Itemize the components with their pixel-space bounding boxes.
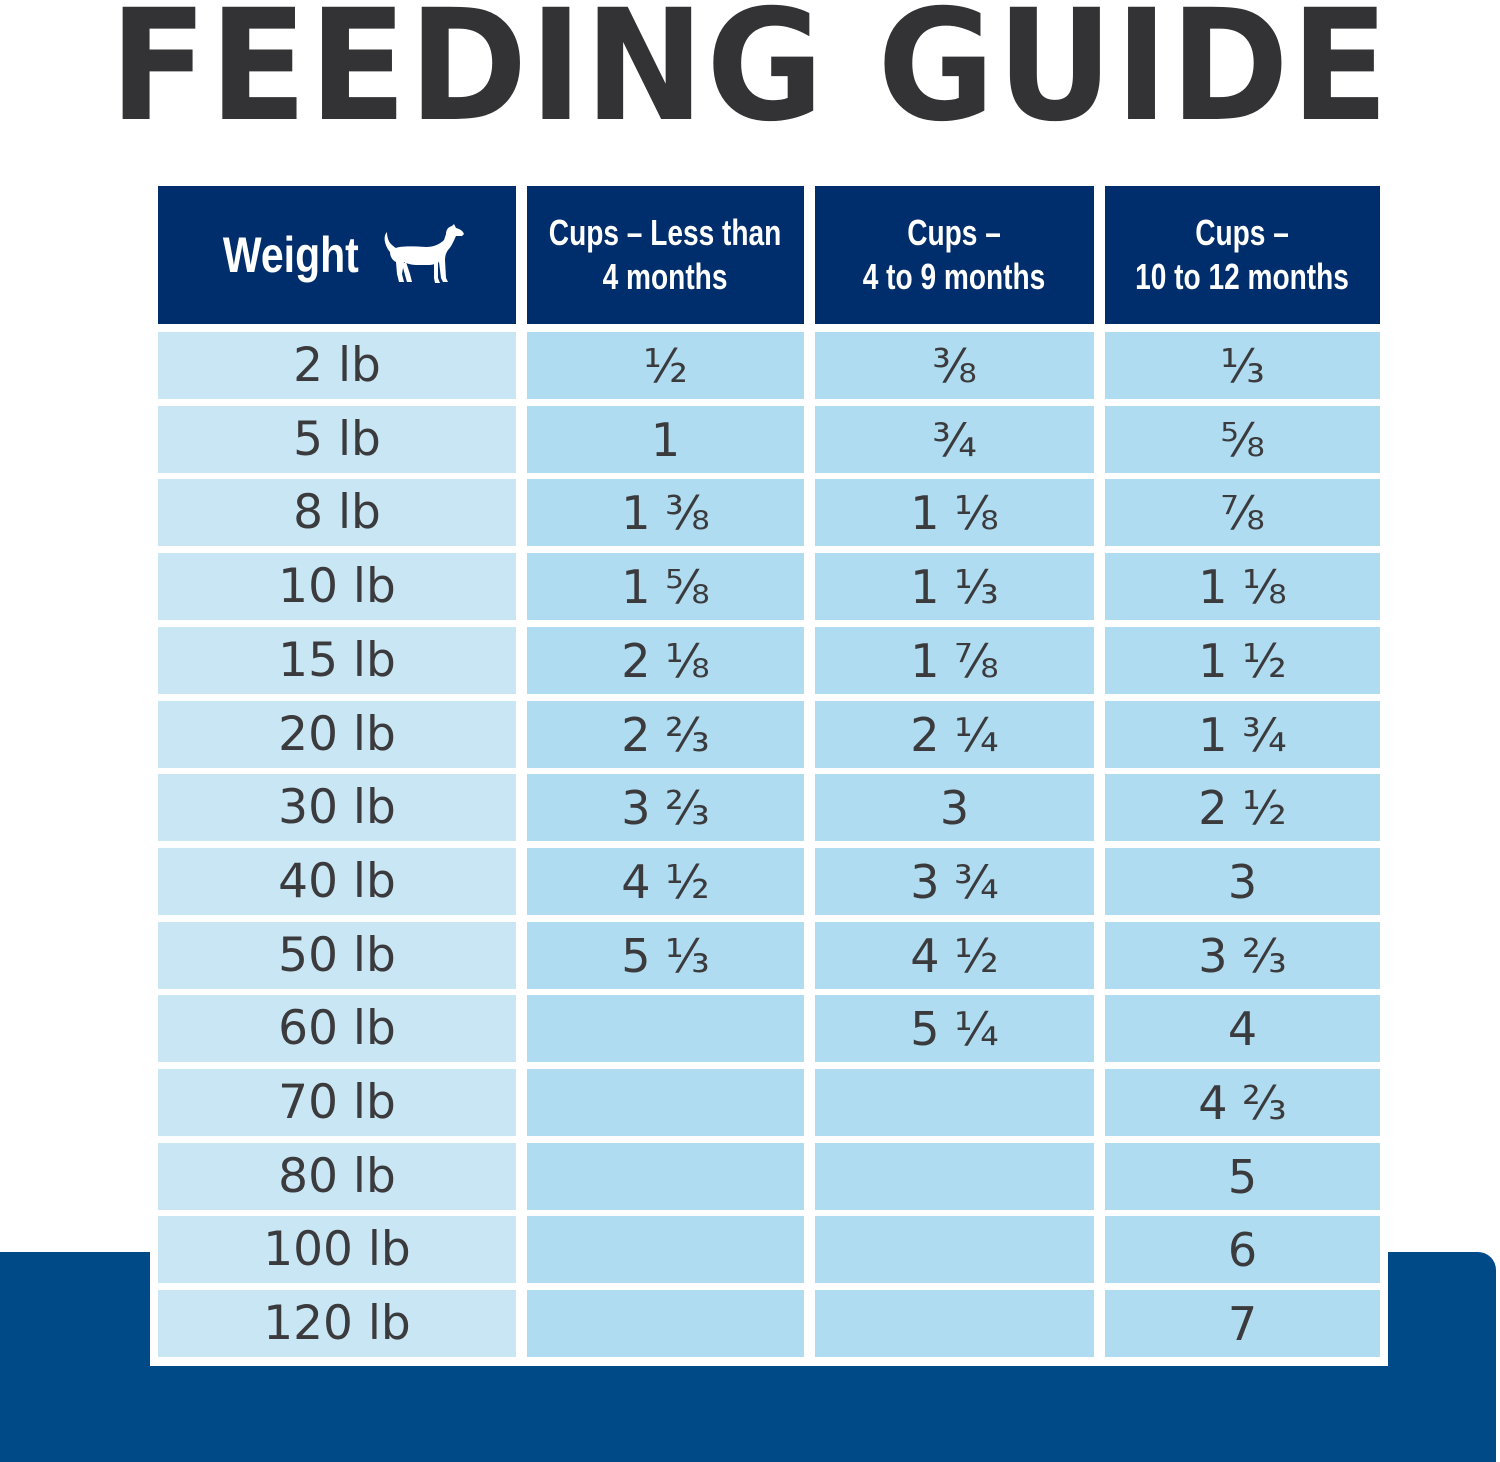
cell-weight: 20 lb — [158, 701, 516, 768]
cell-cups-10-to-12-months: 3 — [1105, 848, 1380, 915]
header-col3-line1: Cups – — [1195, 212, 1290, 253]
cell-cups-less-than-4-months: 3 ⅔ — [527, 774, 804, 841]
cell-cups-10-to-12-months: 4 ⅔ — [1105, 1069, 1380, 1136]
cell-cups-10-to-12-months: 1 ⅛ — [1105, 553, 1380, 620]
page-title: FEEDING GUIDE — [109, 0, 1391, 156]
dog-icon — [384, 224, 464, 283]
cell-cups-10-to-12-months: 5 — [1105, 1143, 1380, 1210]
cell-weight: 60 lb — [158, 995, 516, 1062]
cell-cups-10-to-12-months: 4 — [1105, 995, 1380, 1062]
cell-cups-10-to-12-months: 1 ½ — [1105, 627, 1380, 694]
cell-cups-4-to-9-months: ⅜ — [815, 332, 1094, 399]
cell-cups-less-than-4-months — [527, 995, 804, 1062]
header-cups-10-to-12-months: Cups – 10 to 12 months — [1105, 186, 1380, 324]
cell-cups-less-than-4-months: 2 ⅔ — [527, 701, 804, 768]
cell-weight: 100 lb — [158, 1216, 516, 1283]
cell-cups-4-to-9-months — [815, 1216, 1094, 1283]
cell-cups-4-to-9-months: 1 ⅓ — [815, 553, 1094, 620]
cell-cups-4-to-9-months: 4 ½ — [815, 922, 1094, 989]
cell-cups-less-than-4-months: 1 ⅝ — [527, 553, 804, 620]
cell-cups-10-to-12-months: ⅝ — [1105, 406, 1380, 473]
cell-weight: 80 lb — [158, 1143, 516, 1210]
header-col2-line1: Cups – — [907, 212, 1002, 253]
cell-cups-less-than-4-months — [527, 1216, 804, 1283]
cell-cups-4-to-9-months: 5 ¼ — [815, 995, 1094, 1062]
cell-weight: 10 lb — [158, 553, 516, 620]
header-col1-line1: Cups – Less than — [549, 212, 782, 253]
cell-cups-4-to-9-months — [815, 1143, 1094, 1210]
cell-cups-4-to-9-months: 2 ¼ — [815, 701, 1094, 768]
header-col2-line2: 4 to 9 months — [863, 256, 1046, 297]
cell-weight: 120 lb — [158, 1290, 516, 1357]
cell-weight: 30 lb — [158, 774, 516, 841]
cell-cups-less-than-4-months — [527, 1069, 804, 1136]
cell-weight: 8 lb — [158, 479, 516, 546]
header-col3-line2: 10 to 12 months — [1135, 256, 1350, 297]
header-cups-less-than-4-months: Cups – Less than 4 months — [527, 186, 804, 324]
header-col1-line2: 4 months — [603, 256, 728, 297]
cell-cups-4-to-9-months: 3 ¾ — [815, 848, 1094, 915]
header-weight-label: Weight — [223, 227, 359, 283]
cell-cups-less-than-4-months: 1 ⅜ — [527, 479, 804, 546]
cell-weight: 5 lb — [158, 406, 516, 473]
cell-cups-10-to-12-months: 1 ¾ — [1105, 701, 1380, 768]
cell-weight: 40 lb — [158, 848, 516, 915]
cell-weight: 50 lb — [158, 922, 516, 989]
cell-cups-4-to-9-months — [815, 1069, 1094, 1136]
cell-cups-less-than-4-months: 2 ⅛ — [527, 627, 804, 694]
cell-cups-less-than-4-months: ½ — [527, 332, 804, 399]
cell-cups-4-to-9-months: ¾ — [815, 406, 1094, 473]
cell-cups-10-to-12-months: 2 ½ — [1105, 774, 1380, 841]
cell-cups-10-to-12-months: 7 — [1105, 1290, 1380, 1357]
header-cups-4-to-9-months: Cups – 4 to 9 months — [815, 186, 1094, 324]
cell-cups-less-than-4-months: 1 — [527, 406, 804, 473]
cell-weight: 70 lb — [158, 1069, 516, 1136]
cell-cups-10-to-12-months: ⅞ — [1105, 479, 1380, 546]
cell-cups-10-to-12-months: ⅓ — [1105, 332, 1380, 399]
cell-cups-less-than-4-months: 5 ⅓ — [527, 922, 804, 989]
cell-cups-4-to-9-months: 3 — [815, 774, 1094, 841]
cell-cups-10-to-12-months: 6 — [1105, 1216, 1380, 1283]
cell-cups-less-than-4-months — [527, 1290, 804, 1357]
cell-cups-less-than-4-months: 4 ½ — [527, 848, 804, 915]
cell-cups-10-to-12-months: 3 ⅔ — [1105, 922, 1380, 989]
header-weight: Weight — [158, 186, 516, 324]
cell-cups-4-to-9-months: 1 ⅛ — [815, 479, 1094, 546]
cell-cups-4-to-9-months — [815, 1290, 1094, 1357]
cell-weight: 2 lb — [158, 332, 516, 399]
cell-weight: 15 lb — [158, 627, 516, 694]
cell-cups-4-to-9-months: 1 ⅞ — [815, 627, 1094, 694]
cell-cups-less-than-4-months — [527, 1143, 804, 1210]
